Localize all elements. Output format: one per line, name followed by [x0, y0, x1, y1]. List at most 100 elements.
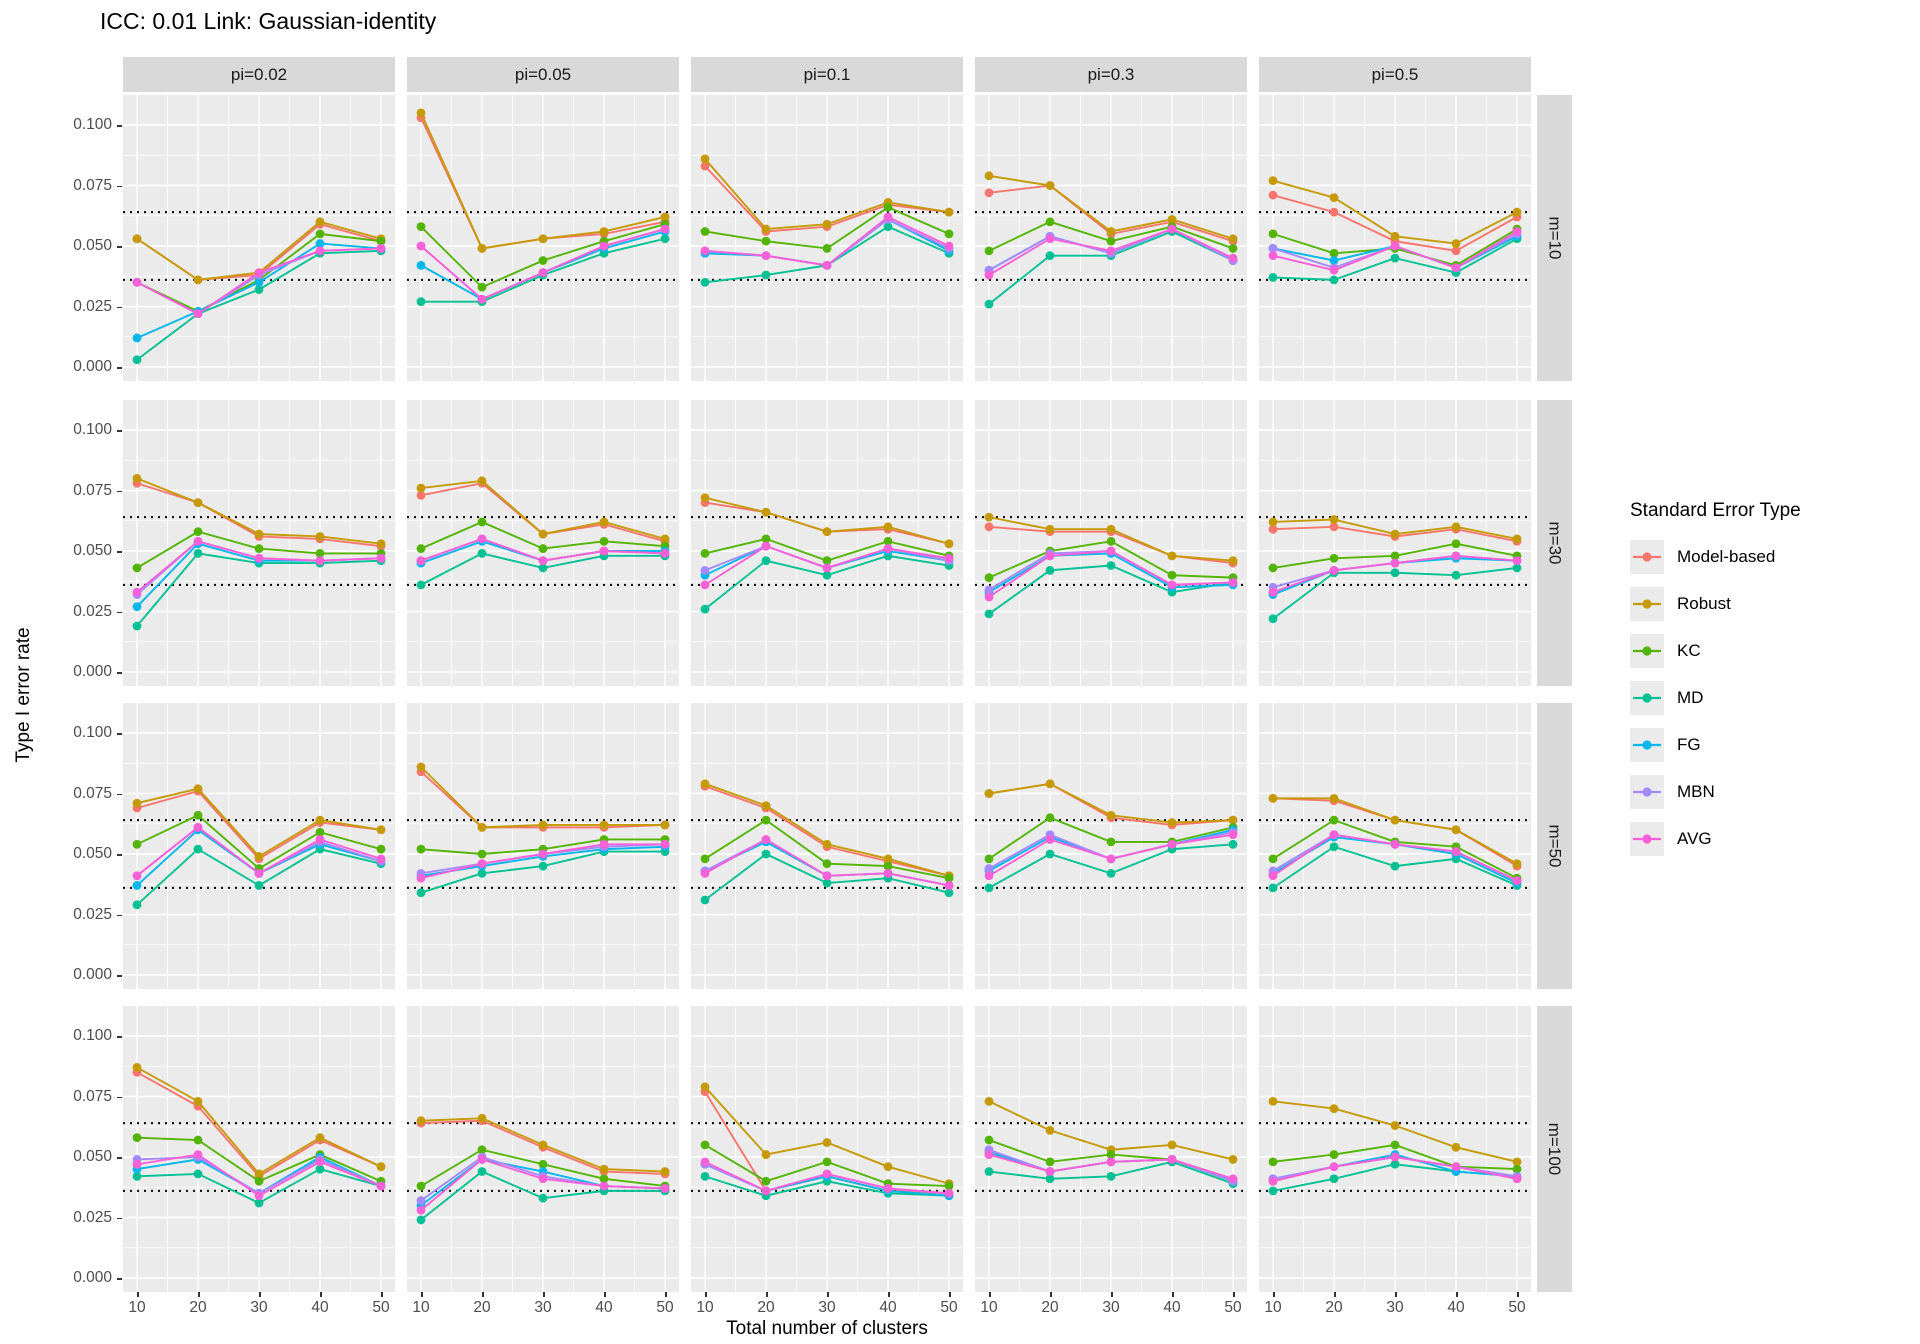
series-point-AVG — [1167, 839, 1177, 849]
series-point-KC — [761, 1176, 771, 1186]
series-point-KC — [944, 873, 954, 883]
series-point-AVG — [254, 1191, 264, 1201]
series-point-AVG — [416, 556, 426, 566]
y-tick-mark — [117, 611, 122, 613]
y-tick-label: 0.100 — [73, 116, 112, 133]
series-point-MD — [700, 895, 710, 905]
series-point-AVG — [477, 294, 487, 304]
series-point-Robust — [1512, 859, 1522, 869]
series-point-KC — [132, 563, 142, 573]
facet-panel — [123, 95, 395, 381]
series-point-AVG — [984, 592, 994, 602]
legend-key-icon — [1633, 740, 1661, 750]
series-point-Robust — [1228, 556, 1238, 566]
y-tick-label: 0.025 — [73, 602, 112, 620]
facet-panel — [691, 1006, 963, 1292]
series-point-AVG — [599, 839, 609, 849]
series-point-AVG — [1390, 1152, 1400, 1162]
series-point-AVG — [477, 1155, 487, 1164]
facet-panel — [691, 95, 963, 381]
series-point-AVG — [315, 246, 325, 256]
series-point-Robust — [1167, 1140, 1177, 1150]
y-tick-mark — [117, 672, 122, 674]
series-point-AVG — [193, 822, 203, 832]
series-point-Robust — [1512, 1157, 1522, 1167]
series-point-Robust — [315, 815, 325, 825]
x-tick-label: 30 — [250, 1299, 268, 1316]
x-tick-label: 30 — [818, 1299, 836, 1316]
series-point-MD — [944, 888, 954, 898]
legend-key-icon — [1633, 787, 1661, 797]
legend-key-icon — [1633, 552, 1661, 562]
series-point-Robust — [416, 108, 426, 118]
series-point-MD — [1390, 861, 1400, 871]
legend-key-swatch — [1630, 822, 1664, 856]
series-point-KC — [822, 556, 832, 566]
series-point-AVG — [132, 587, 142, 597]
y-tick-mark — [117, 1278, 122, 1280]
facet-strip-row: m=100 — [1537, 1006, 1572, 1292]
series-point-AVG — [1451, 847, 1461, 856]
series-point-MD — [193, 844, 203, 854]
legend-entry-label: KC — [1677, 641, 1701, 660]
series-point-MD — [1329, 1174, 1339, 1184]
series-point-KC — [822, 244, 832, 253]
legend-entry-label: MD — [1677, 688, 1704, 707]
x-tick-mark — [1273, 1292, 1275, 1297]
series-point-KC — [416, 844, 426, 854]
series-point-Robust — [376, 1162, 386, 1172]
series-point-KC — [700, 549, 710, 558]
y-tick-label: 0.000 — [73, 663, 112, 680]
facet-panel — [1259, 95, 1531, 381]
series-point-AVG — [538, 268, 548, 278]
legend-entry: FG — [1630, 728, 1801, 762]
series-point-MD — [1106, 868, 1116, 878]
series-point-AVG — [700, 1157, 710, 1167]
y-tick-mark — [117, 430, 122, 432]
series-point-Robust — [700, 154, 710, 164]
series-point-AVG — [822, 563, 832, 573]
series-point-AVG — [599, 546, 609, 556]
x-tick-mark — [705, 1292, 707, 1297]
series-point-Robust — [1228, 815, 1238, 825]
series-point-MD — [1228, 839, 1238, 849]
y-tick-mark — [117, 914, 122, 916]
series-point-KC — [254, 544, 264, 553]
series-point-Robust — [660, 820, 670, 830]
series-point-AVG — [315, 835, 325, 844]
series-point-Robust — [1268, 176, 1278, 186]
series-point-AVG — [883, 544, 893, 553]
series-point-Robust — [822, 839, 832, 849]
series-point-Robust — [660, 212, 670, 222]
series-point-Model-based — [984, 188, 994, 198]
series-point-AVG — [1512, 556, 1522, 566]
series-point-AVG — [944, 881, 954, 890]
y-tick-mark — [117, 1036, 122, 1038]
series-point-Robust — [1268, 517, 1278, 527]
series-point-AVG — [761, 835, 771, 844]
y-tick-label: 0.100 — [73, 724, 112, 741]
series-point-Robust — [1329, 1104, 1339, 1113]
series-point-MD — [538, 1193, 548, 1203]
series-point-AVG — [1167, 224, 1177, 234]
series-point-MD — [1045, 251, 1055, 261]
series-point-KC — [1106, 1150, 1116, 1159]
series-point-KC — [416, 544, 426, 553]
series-point-MD — [132, 900, 142, 910]
series-point-MD — [1045, 565, 1055, 575]
facet-strip-row-label: m=50 — [1545, 824, 1565, 868]
y-tick-label: 0.050 — [73, 237, 112, 254]
y-tick-mark — [117, 490, 122, 492]
series-point-MD — [1512, 563, 1522, 573]
series-point-Robust — [538, 1140, 548, 1150]
y-tick-mark — [117, 854, 122, 856]
series-point-Robust — [1329, 193, 1339, 202]
x-tick-label: 40 — [879, 1299, 897, 1316]
series-point-AVG — [1045, 835, 1055, 844]
y-tick-mark — [117, 185, 122, 187]
y-tick-mark — [117, 125, 122, 127]
series-point-AVG — [700, 580, 710, 590]
series-point-MBN — [1268, 244, 1278, 253]
y-tick-label: 0.100 — [73, 1027, 112, 1044]
x-tick-label: 40 — [595, 1299, 613, 1316]
